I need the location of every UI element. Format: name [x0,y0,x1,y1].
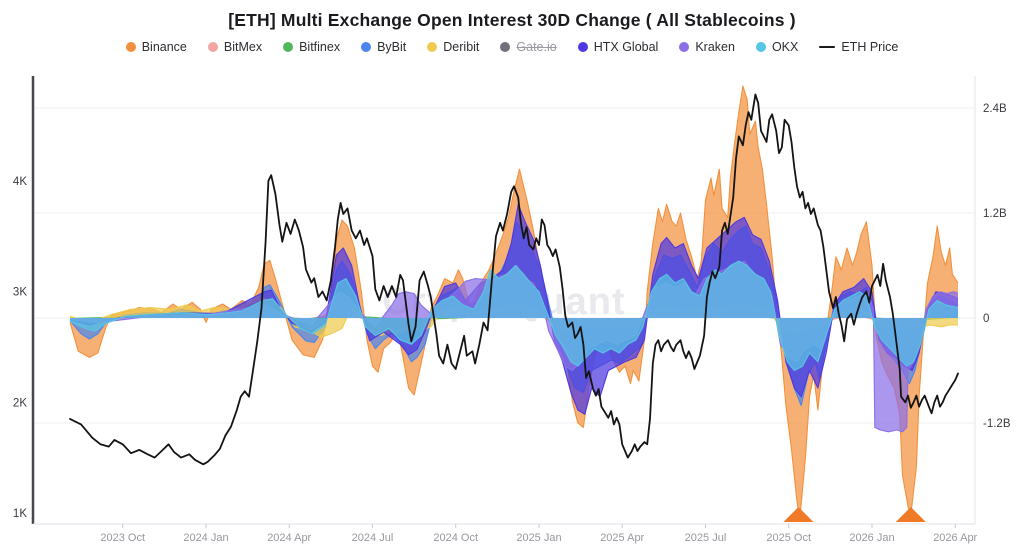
legend-dot-icon [361,42,372,52]
legend-item-bybit[interactable]: ByBit [361,40,406,54]
legend-item-deribit[interactable]: Deribit [427,40,479,54]
legend-item-okx[interactable]: OKX [755,40,799,54]
overflow-triangle-icon [783,507,814,522]
x-tick-label: 2025 Apr [600,532,644,544]
x-tick-label: 2026 Jan [849,532,894,544]
legend-item-bitmex[interactable]: BitMex [207,40,263,54]
legend-item-binance[interactable]: Binance [125,40,187,54]
x-tick-label: 2025 Oct [766,532,811,544]
x-tick-label: 2025 Jul [685,532,727,544]
legend-item-htx[interactable]: HTX Global [577,40,659,54]
series-outline-htx-global [69,203,959,415]
legend-label: Bitfinex [299,40,341,54]
legend-dot-icon [755,42,766,52]
chart-title: [ETH] Multi Exchange Open Interest 30D C… [228,10,796,30]
change-axis-tick-label: -1.2B [983,418,1011,430]
legend-item-kraken[interactable]: Kraken [679,40,735,54]
change-axis-tick-label: 2.4B [983,103,1007,115]
x-tick-label: 2026 Apr [933,532,977,544]
overflow-triangle-icon [895,507,926,522]
legend-label: Kraken [695,40,735,54]
x-tick-label: 2024 Oct [433,532,478,544]
legend-item-ethprice[interactable]: ETH Price [819,40,898,54]
legend-item-gateio[interactable]: Gate.io [500,40,557,54]
legend-dot-icon [125,42,136,52]
x-tick-label: 2024 Jan [183,532,228,544]
legend-label: ByBit [377,40,407,54]
legend-label: BitMex [223,40,263,54]
legend: Binance BitMex Bitfinex ByBit Deribit Gate.io… [0,40,1024,54]
legend-dot-icon [427,42,438,52]
legend-dot-icon [500,42,511,52]
legend-dot-icon [577,42,588,52]
x-tick-label: 2025 Jan [516,532,561,544]
eth-price-line [69,93,959,466]
legend-label: Binance [141,40,187,54]
legend-dot-icon [207,42,218,52]
change-axis-tick-label: 0 [983,313,989,325]
legend-dot-icon [283,42,294,52]
legend-label: ETH Price [841,40,899,54]
x-tick-label: 2024 Jul [352,532,394,544]
price-axis-tick-label: 1K [13,508,27,520]
legend-label: HTX Global [593,40,659,54]
x-tick-label: 2023 Oct [100,532,145,544]
price-axis-tick-label: 2K [13,397,27,409]
x-tick-label: 2024 Apr [267,532,311,544]
legend-item-bitfinex[interactable]: Bitfinex [283,40,340,54]
price-axis-tick-label: 3K [13,287,27,299]
change-axis-tick-label: 1.2B [983,208,1007,220]
legend-line-swatch-icon [819,45,836,49]
legend-label: Deribit [443,40,480,54]
price-axis-tick-label: 4K [13,176,27,188]
legend-label: OKX [771,40,799,54]
legend-dot-icon [679,42,690,52]
series-area-okx [70,261,958,371]
legend-label: Gate.io [516,40,557,54]
